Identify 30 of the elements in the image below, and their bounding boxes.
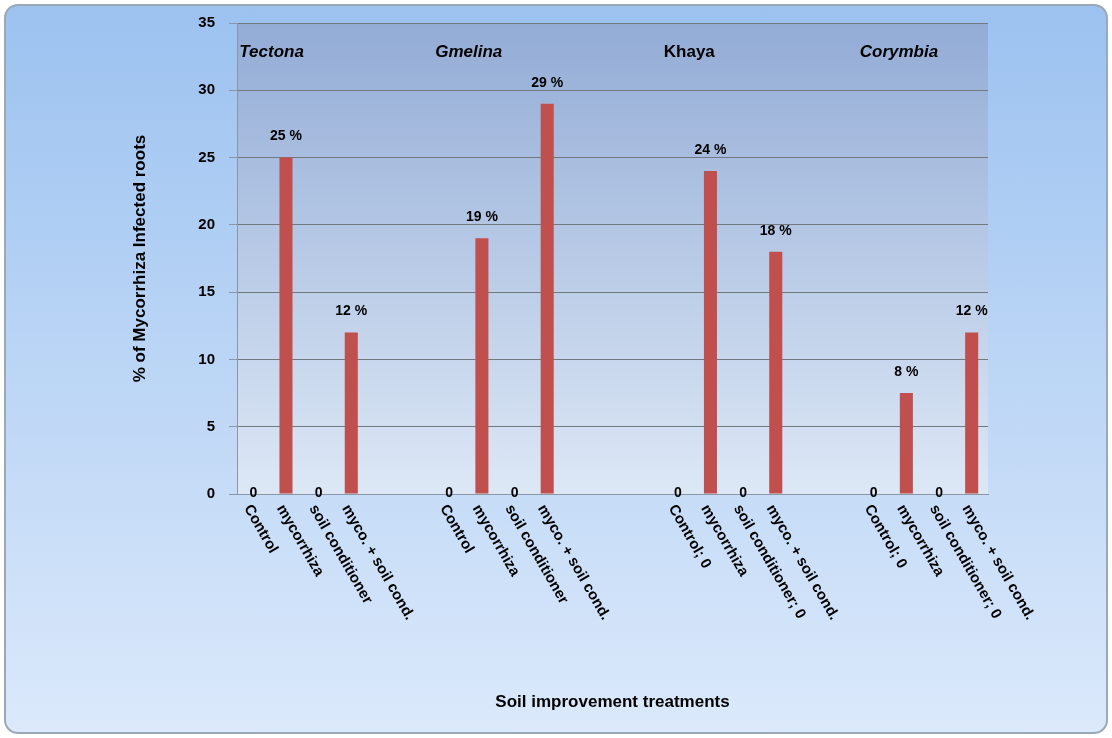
data-label: 0 (869, 483, 878, 500)
data-label: 8 % (894, 362, 919, 379)
y-tick-label: 35 (198, 13, 215, 31)
data-label: 0 (935, 483, 944, 500)
data-label: 0 (249, 483, 258, 500)
y-tick-label: 15 (198, 282, 215, 300)
data-label: 12 % (955, 302, 989, 319)
annotation: Gmelina (435, 41, 503, 61)
data-label: 19 % (465, 208, 499, 225)
y-tick-label: 0 (206, 484, 215, 502)
data-label: 0 (739, 483, 748, 500)
data-label: 18 % (759, 221, 793, 238)
y-axis-title: % of Mycorrhiza Infected roots (129, 134, 149, 383)
annotation: Corymbia (859, 41, 939, 61)
data-label: 12 % (335, 302, 368, 319)
data-label: 0 (673, 483, 682, 500)
data-label: 0 (314, 483, 323, 500)
data-label: 29 % (531, 73, 564, 90)
y-tick-label: 20 (198, 215, 215, 232)
annotation: Khaya (663, 41, 716, 61)
y-tick-label: 5 (206, 416, 215, 434)
y-tick-label: 30 (198, 80, 215, 98)
data-label: 0 (510, 483, 519, 500)
y-tick-label: 10 (198, 349, 215, 367)
x-axis-title: Soil improvement treatments (495, 691, 730, 711)
data-label: 0 (445, 483, 454, 500)
data-label: 24 % (694, 140, 727, 157)
y-tick-label: 25 (198, 147, 215, 165)
data-label: 25 % (270, 127, 303, 144)
annotation: Tectona (239, 41, 304, 61)
